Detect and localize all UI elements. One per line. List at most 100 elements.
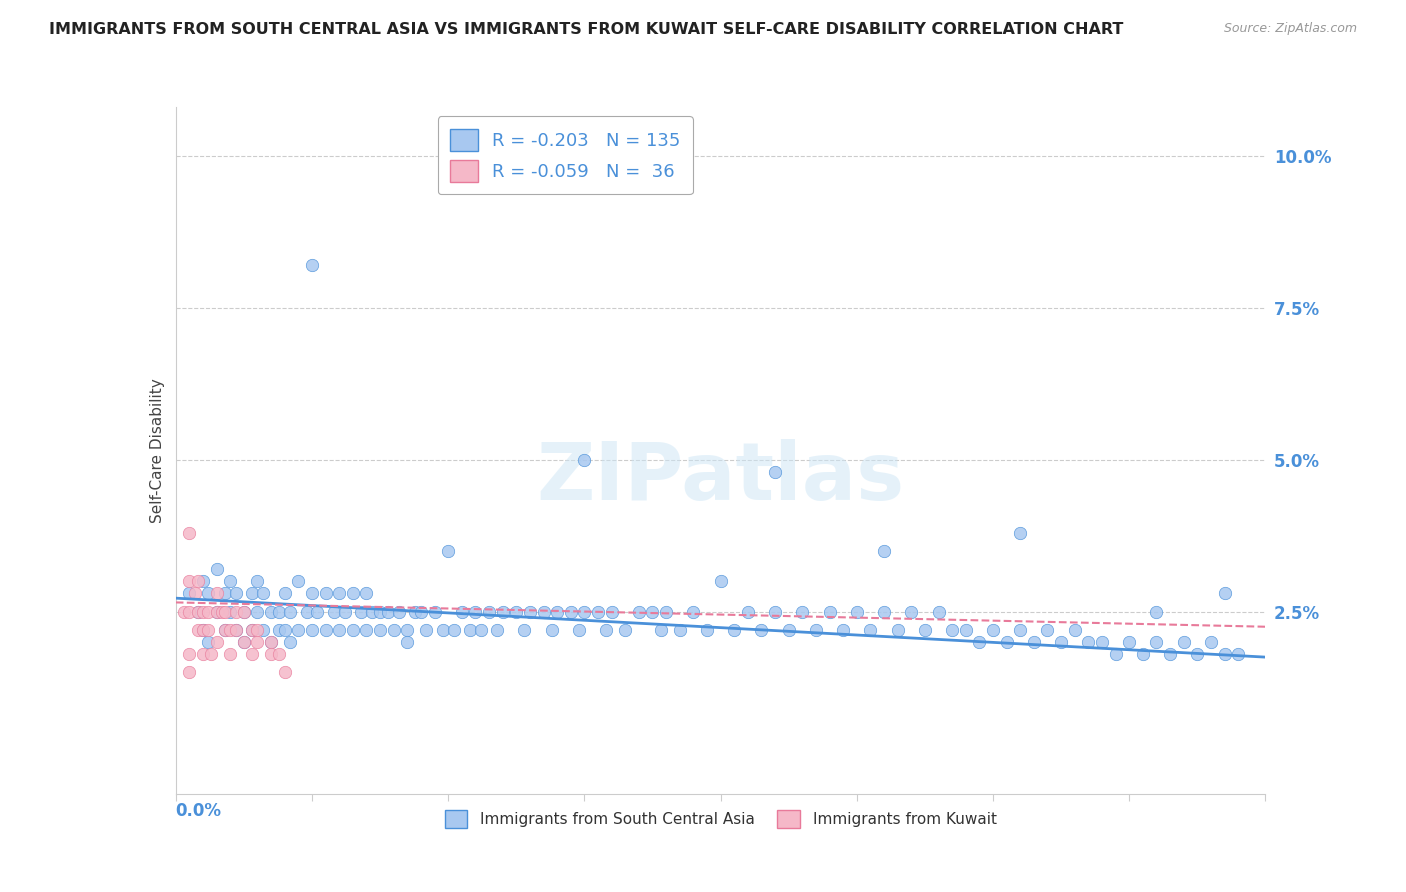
Point xyxy=(232,635,254,649)
Point xyxy=(260,605,283,619)
Point xyxy=(328,586,350,600)
Point xyxy=(252,623,274,637)
Point xyxy=(333,605,356,619)
Point xyxy=(240,623,263,637)
Point xyxy=(246,623,269,637)
Point xyxy=(1213,647,1236,661)
Point xyxy=(1022,635,1045,649)
Point xyxy=(568,623,591,637)
Point xyxy=(873,543,896,558)
Point xyxy=(200,647,222,661)
Point xyxy=(191,574,214,589)
Point xyxy=(763,605,786,619)
Point xyxy=(295,605,318,619)
Point xyxy=(179,525,201,540)
Point xyxy=(179,665,201,680)
Point xyxy=(328,623,350,637)
Point xyxy=(443,623,465,637)
Point xyxy=(186,574,209,589)
Point xyxy=(546,605,568,619)
Point xyxy=(225,605,247,619)
Point xyxy=(464,605,486,619)
Point xyxy=(214,623,236,637)
Point xyxy=(278,605,301,619)
Point xyxy=(205,635,228,649)
Point xyxy=(252,586,274,600)
Point xyxy=(232,635,254,649)
Point xyxy=(941,623,963,637)
Point xyxy=(214,586,236,600)
Point xyxy=(191,647,214,661)
Point xyxy=(1132,647,1154,661)
Point xyxy=(655,605,678,619)
Point xyxy=(1063,623,1085,637)
Point xyxy=(778,623,800,637)
Point xyxy=(179,647,201,661)
Point xyxy=(246,635,269,649)
Point xyxy=(900,605,922,619)
Point xyxy=(995,635,1018,649)
Text: 0.0%: 0.0% xyxy=(176,802,222,820)
Point xyxy=(763,465,786,479)
Point xyxy=(1010,623,1032,637)
Point xyxy=(415,623,437,637)
Point xyxy=(301,258,323,272)
Point xyxy=(560,605,582,619)
Legend: Immigrants from South Central Asia, Immigrants from Kuwait: Immigrants from South Central Asia, Immi… xyxy=(439,804,1002,834)
Point xyxy=(513,623,536,637)
Point xyxy=(668,623,690,637)
Point xyxy=(696,623,718,637)
Point xyxy=(219,605,242,619)
Point xyxy=(595,623,617,637)
Point xyxy=(219,574,242,589)
Text: IMMIGRANTS FROM SOUTH CENTRAL ASIA VS IMMIGRANTS FROM KUWAIT SELF-CARE DISABILIT: IMMIGRANTS FROM SOUTH CENTRAL ASIA VS IM… xyxy=(49,22,1123,37)
Point xyxy=(240,647,263,661)
Point xyxy=(232,605,254,619)
Point xyxy=(269,623,291,637)
Point xyxy=(307,605,329,619)
Point xyxy=(287,623,309,637)
Point xyxy=(540,623,562,637)
Point xyxy=(186,605,209,619)
Point xyxy=(342,586,364,600)
Point xyxy=(219,623,242,637)
Point xyxy=(1144,605,1167,619)
Point xyxy=(627,605,650,619)
Point xyxy=(315,586,337,600)
Point xyxy=(232,605,254,619)
Point xyxy=(260,647,283,661)
Point xyxy=(191,605,214,619)
Point xyxy=(197,586,219,600)
Point xyxy=(470,623,492,637)
Point xyxy=(914,623,936,637)
Point xyxy=(1050,635,1073,649)
Point xyxy=(845,605,868,619)
Point xyxy=(1104,647,1126,661)
Point xyxy=(342,623,364,637)
Point xyxy=(723,623,745,637)
Point xyxy=(478,605,501,619)
Point xyxy=(377,605,399,619)
Point xyxy=(179,586,201,600)
Point xyxy=(315,623,337,637)
Point xyxy=(278,635,301,649)
Point xyxy=(1091,635,1114,649)
Point xyxy=(388,605,411,619)
Point xyxy=(533,605,555,619)
Point xyxy=(1199,635,1222,649)
Point xyxy=(886,623,908,637)
Point xyxy=(260,635,283,649)
Point xyxy=(191,623,214,637)
Point xyxy=(240,623,263,637)
Point xyxy=(751,623,773,637)
Point xyxy=(873,605,896,619)
Point xyxy=(450,605,472,619)
Point xyxy=(600,605,623,619)
Point xyxy=(240,586,263,600)
Point xyxy=(586,605,609,619)
Point xyxy=(737,605,759,619)
Point xyxy=(519,605,541,619)
Point xyxy=(197,623,219,637)
Point xyxy=(1227,647,1250,661)
Point xyxy=(486,623,509,637)
